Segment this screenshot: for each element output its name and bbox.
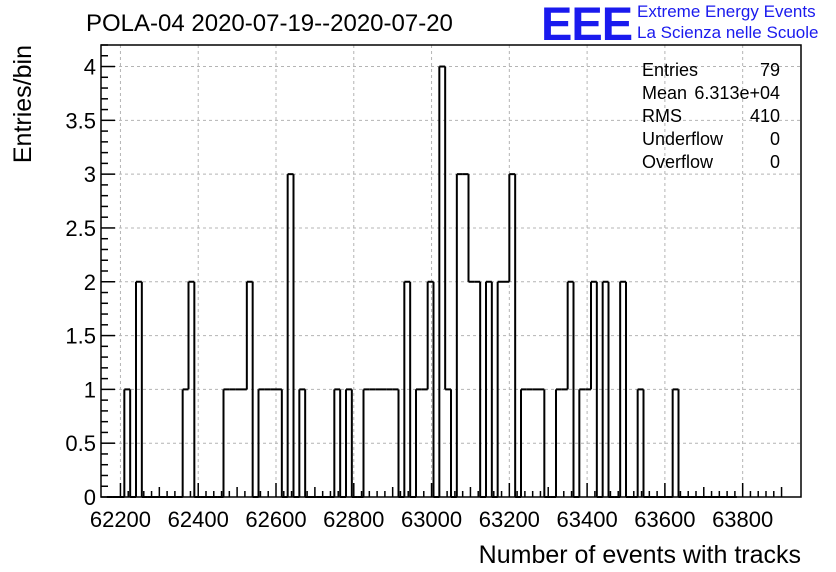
grid-lines <box>101 45 801 498</box>
x-tick-label: 63800 <box>712 507 773 532</box>
x-tick-label: 62800 <box>323 507 384 532</box>
stats-box: Entries 79 Mean 6.313e+04 RMS 410 Underf… <box>642 60 780 175</box>
stats-label: Mean <box>642 83 688 103</box>
y-tick-label: 1.5 <box>65 324 96 349</box>
y-tick-label: 3 <box>84 162 96 187</box>
stats-value: 79 <box>759 60 780 80</box>
stats-value: 0 <box>769 129 780 149</box>
y-tick-label: 4 <box>84 55 96 80</box>
y-tick-label: 2 <box>84 270 96 295</box>
stats-label: Overflow <box>642 152 714 172</box>
stats-row-mean: Mean 6.313e+04 <box>642 83 780 106</box>
x-tick-label: 63600 <box>634 507 695 532</box>
y-axis-label: Entries/bin <box>9 45 37 163</box>
y-tick-label: 3.5 <box>65 108 96 133</box>
x-tick-label: 63200 <box>479 507 540 532</box>
y-tick-label: 2.5 <box>65 216 96 241</box>
eee-logo: EEE <box>541 0 633 50</box>
chart-title: POLA-04 2020-07-19--2020-07-20 <box>86 10 453 37</box>
x-tick-label: 62400 <box>168 507 229 532</box>
stats-row-overflow: Overflow 0 <box>642 152 780 175</box>
stats-label: Underflow <box>642 129 724 149</box>
stats-row-underflow: Underflow 0 <box>642 129 780 152</box>
logo-line-2: La Scienza nelle Scuole <box>637 23 819 42</box>
x-tick-label: 62200 <box>90 507 151 532</box>
stats-row-entries: Entries 79 <box>642 60 780 83</box>
stats-value: 6.313e+04 <box>694 83 780 103</box>
histogram-bars <box>106 65 737 498</box>
y-tick-label: 1 <box>84 377 96 402</box>
x-tick-label: 63400 <box>557 507 618 532</box>
y-tick-label: 0.5 <box>65 431 96 456</box>
x-axis-label: Number of events with tracks <box>479 541 801 569</box>
stats-row-rms: RMS 410 <box>642 106 780 129</box>
stats-label: RMS <box>642 106 682 126</box>
logo-line-1: Extreme Energy Events <box>637 2 816 21</box>
axis-ticks: 62200 62400 62600 62800 63000 63200 63400 63600… <box>65 44 783 532</box>
x-tick-label: 63000 <box>401 507 462 532</box>
y-tick-label: 0 <box>84 485 96 510</box>
stats-value: 0 <box>769 152 780 172</box>
stats-value: 410 <box>749 106 780 126</box>
stats-label: Entries <box>642 60 699 80</box>
x-tick-label: 62600 <box>245 507 306 532</box>
